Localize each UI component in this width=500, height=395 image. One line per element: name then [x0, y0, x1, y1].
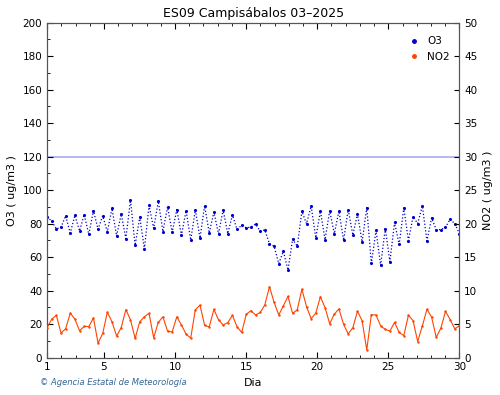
X-axis label: Dia: Dia [244, 378, 262, 388]
Title: ES09 Campisábalos 03–2025: ES09 Campisábalos 03–2025 [162, 7, 344, 20]
Y-axis label: O3 ( ug/m3 ): O3 ( ug/m3 ) [7, 154, 17, 226]
Legend: O3, NO2: O3, NO2 [402, 34, 452, 64]
Text: © Agencia Estatal de Meteorología: © Agencia Estatal de Meteorología [40, 378, 186, 387]
Y-axis label: NO2 ( ug/m3 ): NO2 ( ug/m3 ) [483, 150, 493, 230]
